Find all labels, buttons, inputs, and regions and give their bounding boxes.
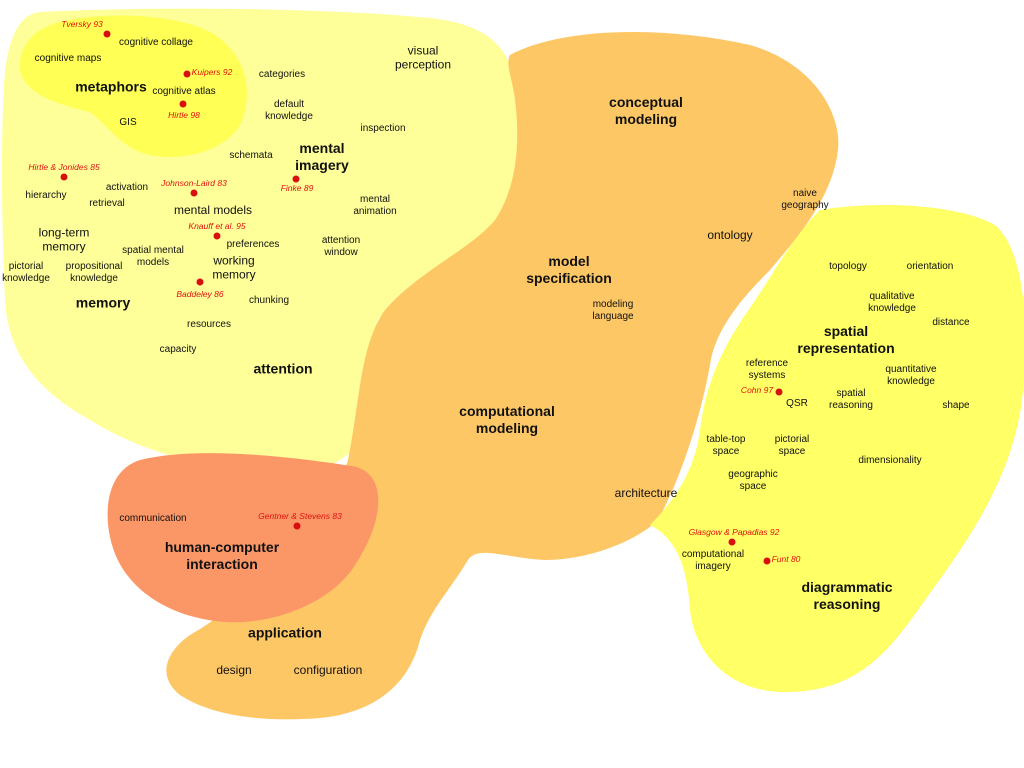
ref-dot-knauff-95	[213, 232, 221, 240]
term-chunking: chunking	[248, 295, 290, 306]
term-architecture: architecture	[614, 485, 678, 500]
term-default-knowledge: default knowledge	[265, 99, 313, 122]
ref-baddeley-86: Baddeley 86	[176, 288, 224, 299]
term-attention-window: attention window	[321, 235, 361, 258]
ref-finke-89: Finke 89	[280, 182, 314, 193]
region-label-spatial-representation: spatial representation	[797, 323, 895, 356]
term-long-term-memory: long-term memory	[38, 225, 90, 254]
region-label-memory: memory	[75, 294, 131, 311]
term-ontology: ontology	[707, 227, 753, 242]
term-design: design	[216, 662, 252, 677]
term-resources: resources	[187, 319, 231, 330]
term-working-memory: working memory	[212, 253, 256, 282]
ref-funt-80: Funt 80	[771, 553, 801, 564]
term-dimensionality: dimensionality	[858, 455, 922, 466]
term-pictorial-knowledge: pictorial knowledge	[2, 261, 50, 284]
region-label-application: application	[248, 624, 322, 641]
ref-dot-hirtle-jonides-85	[60, 173, 68, 181]
term-capacity: capacity	[159, 344, 197, 355]
term-inspection: inspection	[360, 123, 406, 134]
ref-dot-baddeley-86	[196, 278, 204, 286]
term-schemata: schemata	[229, 150, 273, 161]
term-reference-systems: reference systems	[745, 358, 789, 381]
term-gis: GIS	[119, 117, 137, 128]
ref-dot-hirtle-98	[179, 100, 187, 108]
region-label-attention: attention	[253, 360, 313, 377]
ref-johnson-laird-83: Johnson-Laird 83	[161, 177, 227, 188]
region-label-diagrammatic-reasoning: diagrammatic reasoning	[801, 579, 893, 612]
term-naive-geography: naive geography	[781, 188, 829, 211]
term-pictorial-space: pictorial space	[774, 434, 810, 457]
ref-cohn-97: Cohn 97	[740, 384, 774, 395]
ref-dot-finke-89	[292, 175, 300, 183]
region-label-metaphors: metaphors	[75, 78, 147, 95]
term-geographic-space: geographic space	[728, 469, 778, 492]
region-label-mental-imagery: mental imagery	[295, 140, 349, 173]
ref-tversky-93: Tversky 93	[61, 18, 103, 29]
term-retrieval: retrieval	[89, 198, 125, 209]
term-configuration: configuration	[293, 662, 363, 677]
term-mental-models: mental models	[173, 202, 253, 217]
metaphors-region	[19, 15, 247, 157]
ref-dot-funt-80	[763, 557, 771, 565]
ref-dot-kuipers-92	[183, 70, 191, 78]
ref-dot-glasgow-papadias-92	[728, 538, 736, 546]
spatial-region	[650, 205, 1024, 693]
ref-gentner-stevens-83: Gentner & Stevens 83	[258, 510, 342, 521]
term-shape: shape	[942, 400, 970, 411]
region-label-model-specification: model specification	[526, 253, 612, 286]
term-cognitive-atlas: cognitive atlas	[152, 86, 216, 97]
ref-dot-johnson-laird-83	[190, 189, 198, 197]
ref-glasgow-papadias-92: Glasgow & Papadias 92	[688, 526, 780, 537]
term-qualitative-knowledge: qualitative knowledge	[868, 291, 916, 314]
term-categories: categories	[258, 69, 306, 80]
term-cognitive-maps: cognitive maps	[34, 53, 102, 64]
term-communication: communication	[119, 513, 187, 524]
ref-knauff-95: Knauff et al. 95	[188, 220, 246, 231]
term-qsr: QSR	[786, 398, 808, 409]
term-cognitive-collage: cognitive collage	[119, 37, 193, 48]
term-preferences: preferences	[226, 239, 280, 250]
ref-hirtle-jonides-85: Hirtle & Jonides 85	[28, 161, 100, 172]
ref-hirtle-98: Hirtle 98	[168, 109, 200, 120]
term-spatial-reasoning: spatial reasoning	[829, 388, 873, 411]
hci-region	[107, 453, 379, 623]
term-orientation: orientation	[906, 261, 954, 272]
region-label-hci: human-computer interaction	[164, 539, 280, 572]
ref-dot-gentner-stevens-83	[293, 522, 301, 530]
term-table-top-space: table-top space	[706, 434, 746, 457]
region-label-conceptual-modeling: conceptual modeling	[609, 94, 683, 127]
term-computational-imagery: computational imagery	[681, 549, 745, 572]
term-mental-animation: mental animation	[353, 194, 397, 217]
term-propositional-knowledge: propositional knowledge	[65, 261, 123, 284]
term-distance: distance	[932, 317, 970, 328]
region-label-computational-modeling: computational modeling	[459, 403, 555, 436]
term-quantitative-knowledge: quantitative knowledge	[885, 364, 937, 387]
term-spatial-mental-models: spatial mental models	[122, 245, 184, 268]
ref-dot-cohn-97	[775, 388, 783, 396]
term-visual-perception: visual perception	[394, 43, 452, 72]
ref-kuipers-92: Kuipers 92	[191, 66, 233, 77]
term-topology: topology	[829, 261, 867, 272]
term-activation: activation	[105, 182, 149, 193]
term-modeling-language: modeling language	[592, 299, 634, 322]
term-hierarchy: hierarchy	[25, 190, 67, 201]
ref-dot-tversky-93	[103, 30, 111, 38]
